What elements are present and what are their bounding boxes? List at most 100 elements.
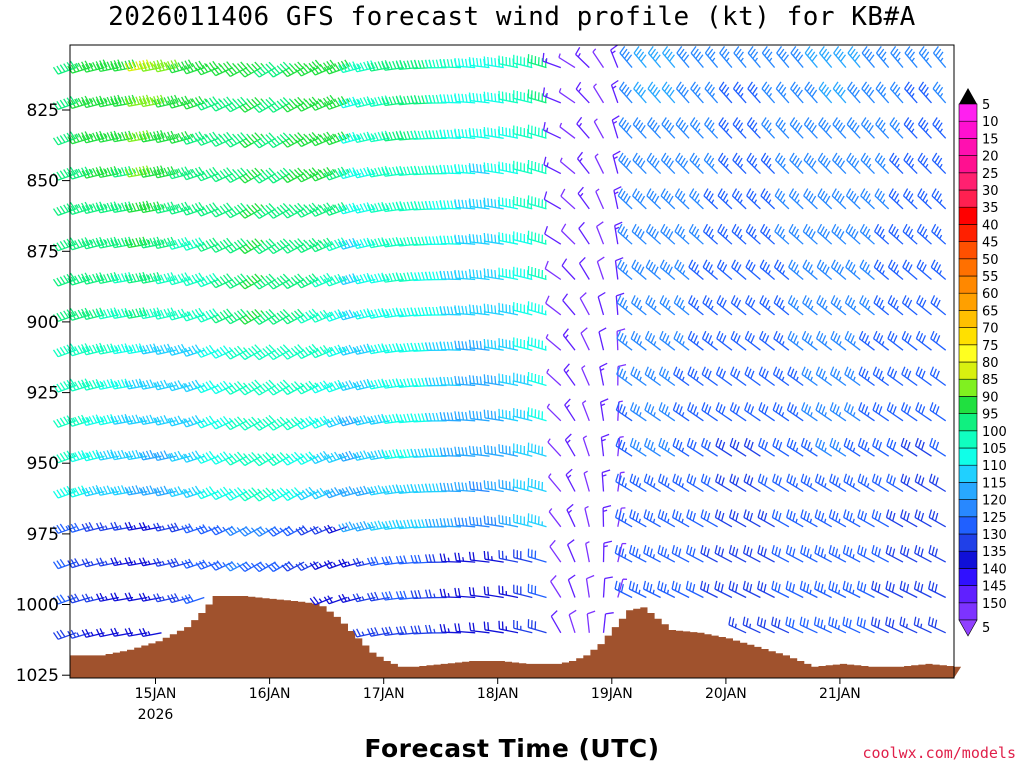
- wind-barb: [52, 131, 79, 146]
- barb-flag: [615, 402, 620, 411]
- barb-flag: [410, 590, 415, 599]
- barb-flag: [267, 529, 274, 537]
- barb-flag: [265, 240, 273, 247]
- barb-flag: [265, 416, 273, 424]
- barb-staff: [657, 552, 676, 563]
- barb-flag: [198, 201, 204, 210]
- barb-flag: [621, 441, 626, 451]
- wind-barb: [615, 292, 625, 315]
- barb-flag: [631, 582, 635, 591]
- barb-flag: [198, 278, 205, 286]
- barb-flag: [490, 516, 493, 526]
- barb-flag: [298, 208, 305, 217]
- barb-flag: [366, 378, 372, 387]
- barb-flag: [644, 366, 649, 375]
- barb-flag: [282, 61, 290, 69]
- barb-flag: [167, 135, 173, 144]
- wind-barb: [645, 295, 662, 316]
- barb-flag: [99, 416, 105, 425]
- barb-flag: [381, 556, 386, 565]
- barb-flag: [428, 377, 432, 386]
- barb-flag: [70, 311, 77, 320]
- wind-barb: [468, 445, 490, 457]
- barb-staff: [546, 406, 562, 422]
- barb-flag: [77, 415, 83, 424]
- barb-flag: [156, 416, 162, 425]
- wind-barb: [629, 402, 647, 422]
- barb-flag: [330, 346, 337, 355]
- barb-flag: [693, 370, 698, 379]
- barb-flag: [707, 370, 712, 379]
- barb-flag: [273, 455, 281, 463]
- barb-flag: [256, 422, 263, 429]
- barb-flag: [259, 173, 266, 180]
- wind-barb: [513, 231, 533, 245]
- wind-barb: [439, 623, 462, 634]
- barb-half-flag: [546, 127, 549, 132]
- wind-barb: [527, 124, 547, 139]
- barb-flag: [113, 486, 119, 495]
- barb-flag: [145, 168, 151, 177]
- barb-flag: [59, 135, 66, 143]
- barb-flag: [476, 481, 479, 491]
- barb-half-flag: [90, 133, 94, 138]
- barb-flag: [174, 59, 179, 68]
- barb-half-flag: [667, 483, 670, 488]
- barb-flag: [374, 97, 379, 106]
- wind-barb: [513, 90, 533, 104]
- barb-flag: [596, 221, 604, 228]
- barb-flag: [92, 344, 98, 353]
- wind-barb: [585, 574, 595, 598]
- barb-flag: [224, 69, 231, 77]
- barb-flag: [650, 48, 657, 57]
- barb-flag: [672, 473, 676, 482]
- barb-half-flag: [147, 631, 151, 636]
- wind-barb: [498, 126, 519, 139]
- barb-flag: [167, 202, 172, 211]
- barb-flag: [241, 351, 249, 359]
- barb-flag: [611, 115, 620, 121]
- wind-barb: [352, 96, 376, 108]
- barb-flag: [227, 315, 234, 323]
- barb-flag: [270, 245, 277, 253]
- barb-flag: [345, 416, 351, 425]
- barb-flag: [95, 96, 101, 105]
- barb-flag: [309, 103, 316, 111]
- barb-flag: [56, 242, 63, 250]
- barb-half-flag: [104, 98, 108, 103]
- wind-barb: [81, 307, 105, 321]
- wind-barb: [513, 266, 533, 281]
- barb-flag: [270, 68, 277, 76]
- barb-flag: [443, 624, 447, 633]
- barb-flag: [494, 199, 497, 208]
- barb-flag: [287, 455, 295, 463]
- barb-flag: [184, 383, 191, 391]
- barb-flag: [216, 489, 223, 497]
- barb-staff: [550, 615, 562, 634]
- barb-flag: [224, 352, 231, 360]
- wind-barb: [671, 509, 690, 528]
- barb-flag: [450, 377, 454, 386]
- barb-flag: [388, 167, 393, 176]
- barb-flag: [84, 60, 90, 69]
- barb-flag: [479, 235, 482, 244]
- barb-half-flag: [168, 453, 172, 458]
- barb-staff: [543, 164, 562, 175]
- barb-flag: [270, 386, 277, 394]
- barb-flag: [392, 272, 397, 281]
- barb-flag: [198, 237, 204, 245]
- barb-flag: [678, 119, 684, 128]
- barb-flag: [194, 167, 201, 176]
- wind-barb: [352, 131, 376, 144]
- barb-half-flag: [154, 453, 158, 458]
- barb-flag: [686, 437, 691, 447]
- barb-flag: [106, 414, 112, 423]
- barb-flag: [443, 200, 447, 209]
- barb-flag: [435, 448, 440, 457]
- barb-flag: [265, 204, 273, 212]
- barb-flag: [563, 363, 570, 371]
- wind-barb: [617, 542, 627, 563]
- barb-flag: [424, 589, 429, 598]
- barb-flag: [707, 299, 713, 308]
- barb-half-flag: [86, 452, 90, 457]
